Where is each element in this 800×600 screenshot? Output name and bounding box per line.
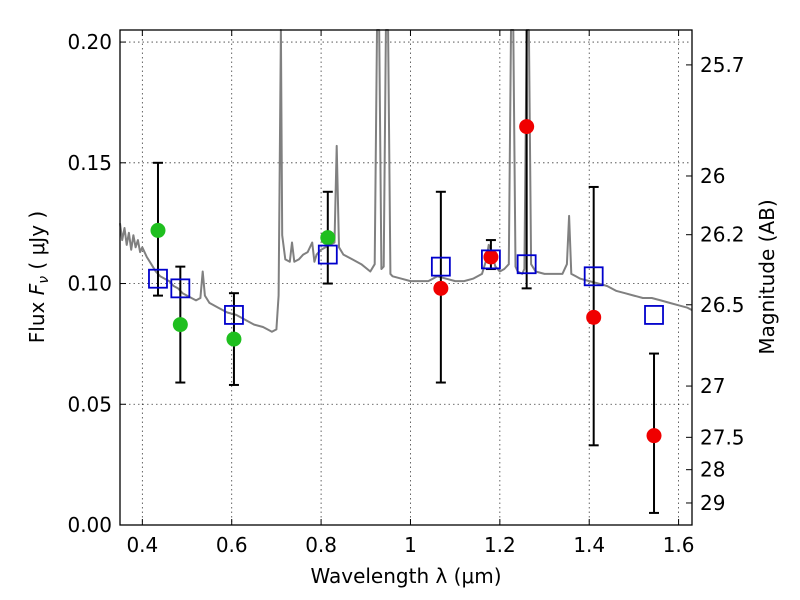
x-tick-label: 0.4 xyxy=(126,533,158,557)
model-flux-square xyxy=(317,244,338,265)
y2-tick-label: 27.5 xyxy=(700,425,745,449)
model-flux-square xyxy=(644,305,664,325)
nir-photometry-point xyxy=(646,428,662,444)
y2-tick-label: 26.5 xyxy=(700,293,745,317)
y2-tick-label: 28 xyxy=(700,458,725,482)
optical-photometry-point xyxy=(150,222,166,238)
data-markers xyxy=(148,119,664,444)
optical-photometry-point xyxy=(320,230,336,246)
nir-photometry-point xyxy=(586,309,602,325)
y-axis-label-suffix: ( μJy ) xyxy=(25,211,49,276)
model-spectrum-line xyxy=(119,29,693,333)
y-tick-label: 0.05 xyxy=(67,392,112,416)
model-flux-square xyxy=(583,266,604,287)
model-flux-square xyxy=(516,254,537,275)
x-tick-label: 1.2 xyxy=(484,533,516,557)
nir-photometry-point xyxy=(483,249,499,265)
x-axis-label: Wavelength λ (μm) xyxy=(310,564,501,588)
y-tick-label: 0.15 xyxy=(67,151,112,175)
model-flux-square xyxy=(224,305,244,325)
y-tick-label: 0.10 xyxy=(67,272,112,296)
x-tick-label: 0.6 xyxy=(216,533,248,557)
x-tick-label: 0.8 xyxy=(305,533,337,557)
nir-photometry-point xyxy=(433,280,449,296)
x-tick-label: 1.4 xyxy=(573,533,605,557)
model-flux-square xyxy=(170,278,191,299)
y-axis-label-symbol: F xyxy=(25,283,49,295)
model-flux-square xyxy=(481,249,501,270)
y2-tick-label: 25.7 xyxy=(700,53,745,77)
x-tick-label: 1 xyxy=(404,533,417,557)
spectrum-layer xyxy=(119,29,693,333)
y2-tick-label: 27 xyxy=(700,374,725,398)
nir-photometry-point xyxy=(519,119,535,135)
y2-tick-label: 26.2 xyxy=(700,223,745,247)
y-axis-label-prefix: Flux xyxy=(25,295,49,343)
y-tick-label: 0.20 xyxy=(67,30,112,54)
plot-frame xyxy=(119,29,693,526)
model-flux-square xyxy=(148,268,168,289)
axis-ticks: 0.4 0.6 0.8 1 1.2 1.4 1.6 0.00 0.05 0.10 0.15 0.20 2… xyxy=(67,30,745,557)
grid-lines xyxy=(120,30,692,526)
plot-background xyxy=(120,30,692,525)
y-tick-label: 0.00 xyxy=(67,513,112,537)
y-axis-label-subscript: ν xyxy=(36,276,52,284)
model-flux-square xyxy=(430,256,451,277)
y-axis-label: Flux Fν ( μJy ) xyxy=(25,211,52,343)
y2-tick-label: 26 xyxy=(700,164,725,188)
x-tick-label: 1.6 xyxy=(663,533,695,557)
optical-photometry-point xyxy=(226,331,242,347)
y2-tick-label: 29 xyxy=(700,491,725,515)
optical-photometry-point xyxy=(172,317,188,333)
y2-axis-label: Magnitude (AB) xyxy=(755,199,779,354)
